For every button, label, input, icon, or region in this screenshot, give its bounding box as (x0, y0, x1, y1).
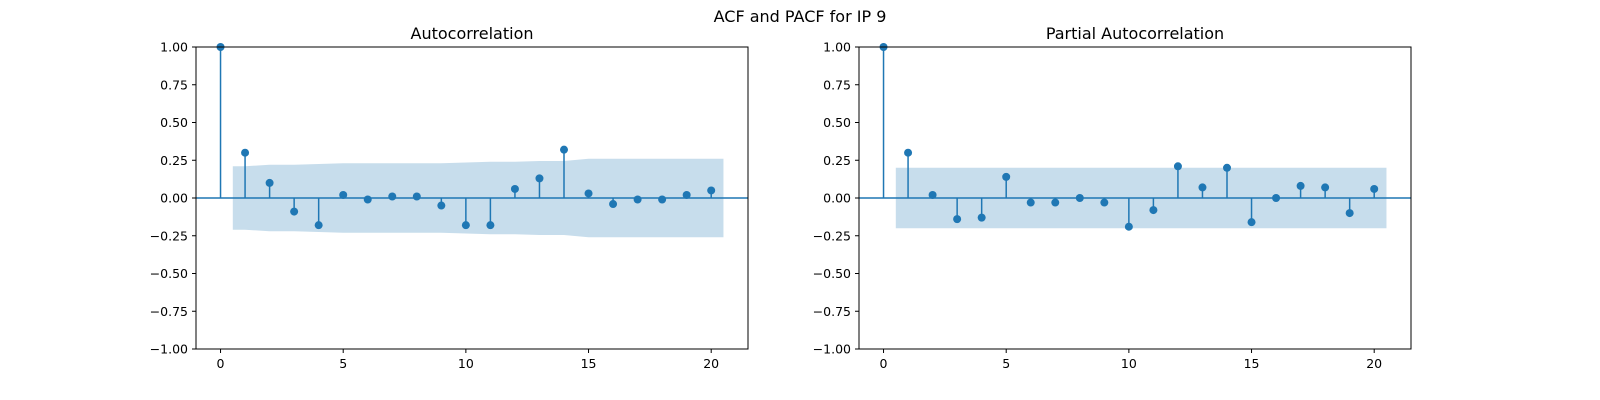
acf-marker-lag-3 (290, 207, 299, 216)
acf-marker-lag-14 (560, 145, 568, 154)
acf-marker-lag-13 (535, 174, 544, 183)
acf-ytick-label-3: −0.25 (150, 228, 188, 243)
pacf-ytick-label-2: −0.50 (813, 266, 851, 281)
pacf-xtick-label-20: 20 (1366, 356, 1382, 371)
acf-xtick-label-10: 10 (458, 356, 474, 371)
acf-xtick-label-15: 15 (581, 356, 597, 371)
acf-marker-lag-5 (339, 190, 348, 199)
pacf-ytick-label-7: 0.75 (823, 77, 851, 92)
acf-title: Autocorrelation (411, 24, 534, 43)
pacf-marker-lag-13 (1198, 183, 1207, 192)
acf-xtick-label-5: 5 (339, 356, 347, 371)
acf-marker-lag-20 (707, 186, 716, 195)
pacf-marker-lag-1 (904, 148, 913, 157)
acf-marker-lag-16 (609, 200, 618, 209)
pacf-marker-lag-4 (977, 213, 986, 222)
pacf-ytick-label-4: 0.00 (823, 191, 851, 206)
acf-marker-lag-4 (314, 221, 323, 230)
acf-ytick-label-0: −1.00 (150, 342, 188, 357)
pacf-marker-lag-11 (1149, 206, 1158, 215)
pacf-xtick-label-15: 15 (1244, 356, 1260, 371)
acf-marker-lag-18 (658, 195, 667, 204)
acf-ytick-label-8: 1.00 (160, 40, 188, 55)
pacf-marker-lag-2 (928, 190, 937, 199)
acf-marker-lag-17 (633, 195, 642, 204)
pacf-marker-lag-14 (1223, 163, 1231, 172)
pacf-ytick-label-3: −0.25 (813, 228, 851, 243)
pacf-marker-lag-3 (953, 215, 962, 224)
acf-ytick-label-6: 0.50 (160, 115, 188, 130)
pacf-ytick-label-8: 1.00 (823, 40, 851, 55)
pacf-marker-lag-10 (1124, 222, 1133, 231)
acf-marker-lag-8 (412, 192, 421, 201)
pacf-marker-lag-5 (1002, 172, 1011, 181)
pacf-ytick-label-5: 0.25 (823, 153, 851, 168)
pacf-ytick-label-0: −1.00 (813, 342, 851, 357)
acf-marker-lag-9 (437, 201, 446, 210)
pacf-marker-lag-7 (1051, 198, 1060, 207)
pacf-marker-lag-12 (1173, 162, 1182, 171)
pacf-marker-lag-9 (1100, 198, 1109, 207)
pacf-marker-lag-18 (1321, 183, 1330, 192)
pacf-ytick-label-1: −0.75 (813, 304, 851, 319)
acf-xtick-label-0: 0 (217, 356, 225, 371)
pacf-marker-lag-20 (1370, 184, 1379, 193)
acf-ytick-label-5: 0.25 (160, 153, 188, 168)
acf-marker-lag-6 (363, 195, 372, 204)
acf-marker-lag-19 (682, 190, 691, 199)
pacf-ytick-label-6: 0.50 (823, 115, 851, 130)
pacf-xtick-label-0: 0 (880, 356, 888, 371)
pacf-marker-lag-19 (1345, 209, 1354, 218)
pacf-axes: Partial Autocorrelation 0 5 10 15 20 −1.00 −0.7… (813, 24, 1412, 371)
acf-marker-lag-15 (584, 189, 593, 198)
acf-marker-lag-2 (265, 178, 274, 187)
pacf-xtick-label-10: 10 (1121, 356, 1137, 371)
pacf-marker-lag-16 (1272, 194, 1281, 202)
acf-ytick-label-4: 0.00 (160, 191, 188, 206)
acf-axes: Autocorrelation 0 5 10 15 20 −1.00 −0.75 −0.50 −0… (150, 24, 749, 371)
acf-marker-lag-12 (510, 184, 519, 193)
acf-ytick-label-2: −0.50 (150, 266, 188, 281)
acf-ytick-label-1: −0.75 (150, 304, 188, 319)
acf-marker-lag-10 (461, 221, 470, 230)
acf-marker-lag-7 (388, 192, 397, 201)
pacf-marker-lag-17 (1296, 181, 1305, 190)
figure-suptitle: ACF and PACF for IP 9 (714, 7, 887, 26)
pacf-marker-lag-8 (1075, 194, 1084, 202)
pacf-xtick-label-5: 5 (1002, 356, 1010, 371)
pacf-marker-lag-15 (1247, 218, 1256, 227)
acf-marker-lag-1 (241, 148, 250, 157)
pacf-title: Partial Autocorrelation (1046, 24, 1224, 43)
acf-xtick-label-20: 20 (703, 356, 719, 371)
acf-ytick-label-7: 0.75 (160, 77, 188, 92)
pacf-marker-lag-6 (1026, 198, 1035, 207)
acf-marker-lag-11 (486, 221, 495, 230)
